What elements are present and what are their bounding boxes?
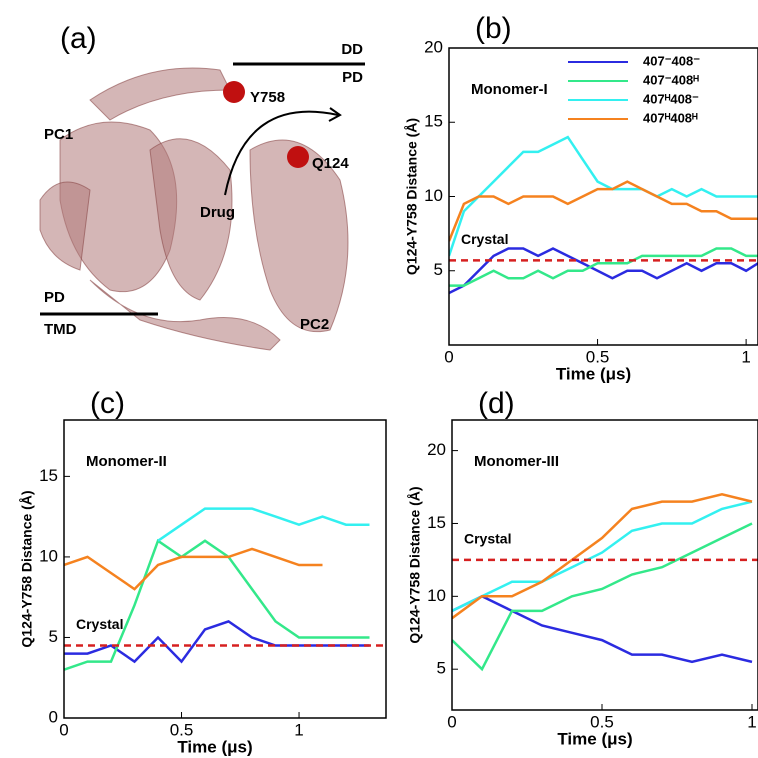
x-axis-label: Time (μs) <box>557 729 632 748</box>
x-tick-label: 0.5 <box>586 347 610 366</box>
series-line <box>452 522 753 672</box>
series-line <box>157 507 370 542</box>
residue-label: Q124 <box>312 155 349 172</box>
diagram-lines <box>40 62 365 316</box>
panel-label: (a) <box>60 22 97 55</box>
legend-label: 407⁻408ᴴ <box>643 72 699 87</box>
reference-label: Crystal <box>464 531 511 547</box>
residue-sphere <box>287 146 309 168</box>
series-line <box>452 594 753 664</box>
plot-area <box>64 507 370 671</box>
y-tick-label: 10 <box>39 546 58 565</box>
annotation: Monomer-I <box>471 81 548 98</box>
series-line <box>449 135 758 257</box>
panel-label: (c) <box>90 387 125 420</box>
protein-structure <box>39 67 349 351</box>
x-axis-label: Time (μs) <box>177 737 252 756</box>
series-line <box>449 247 758 287</box>
drug-label: Drug <box>200 204 235 221</box>
region-label: DD <box>341 41 363 58</box>
annotation: Monomer-II <box>86 453 167 470</box>
y-tick-label: 5 <box>434 260 443 279</box>
plot-area <box>449 135 758 295</box>
x-tick-label: 1 <box>294 720 303 739</box>
y-tick-label: 10 <box>424 186 443 205</box>
series-line <box>452 493 753 620</box>
y-tick-label: 15 <box>427 513 446 532</box>
y-tick-label: 10 <box>427 586 446 605</box>
x-tick-label: 0.5 <box>170 720 194 739</box>
x-axis-label: Time (μs) <box>556 364 631 383</box>
y-tick-label: 20 <box>427 440 446 459</box>
y-tick-label: 5 <box>49 627 58 646</box>
plot-frame <box>451 419 758 711</box>
drug-arrow <box>224 110 339 196</box>
x-tick-label: 1 <box>747 712 756 731</box>
x-tick-label: 0.5 <box>590 712 614 731</box>
series-line <box>64 547 323 591</box>
legend-label: 407ᴴ408⁻ <box>643 91 699 106</box>
series-line <box>449 247 758 295</box>
annotation: Monomer-III <box>474 453 559 470</box>
series-line <box>449 180 758 242</box>
series-line <box>64 538 370 671</box>
x-tick-label: 1 <box>741 347 750 366</box>
panel-label: (b) <box>475 12 512 45</box>
arrow-head <box>328 107 342 122</box>
legend-label: 407⁻408⁻ <box>643 53 700 68</box>
y-axis-label: Q124-Y758 Distance (Å) <box>407 486 423 643</box>
plot-frame <box>63 419 387 719</box>
x-tick-label: 0 <box>444 347 453 366</box>
region-label: PD <box>342 69 363 86</box>
x-tick-label: 0 <box>447 712 456 731</box>
region-label: PC2 <box>300 316 329 333</box>
residue-sphere <box>223 81 245 103</box>
reference-label: Crystal <box>76 616 123 632</box>
panel-label: (d) <box>478 387 515 420</box>
region-label: PC1 <box>44 126 73 143</box>
series-line <box>452 500 753 613</box>
y-tick-label: 5 <box>437 659 446 678</box>
y-axis-label: Q124-Y758 Distance (Å) <box>19 490 35 647</box>
y-tick-label: 15 <box>39 466 58 485</box>
legend-label: 407ᴴ408ᴴ <box>643 110 698 125</box>
y-tick-label: 20 <box>424 37 443 56</box>
region-label: PD <box>44 289 65 306</box>
residue-label: Y758 <box>250 89 285 106</box>
x-tick-label: 0 <box>59 720 68 739</box>
plot-area <box>452 493 753 672</box>
y-axis-label: Q124-Y758 Distance (Å) <box>404 118 420 275</box>
y-tick-label: 0 <box>49 707 58 726</box>
y-tick-label: 15 <box>424 112 443 131</box>
region-label: TMD <box>44 321 77 338</box>
reference-label: Crystal <box>461 231 508 247</box>
